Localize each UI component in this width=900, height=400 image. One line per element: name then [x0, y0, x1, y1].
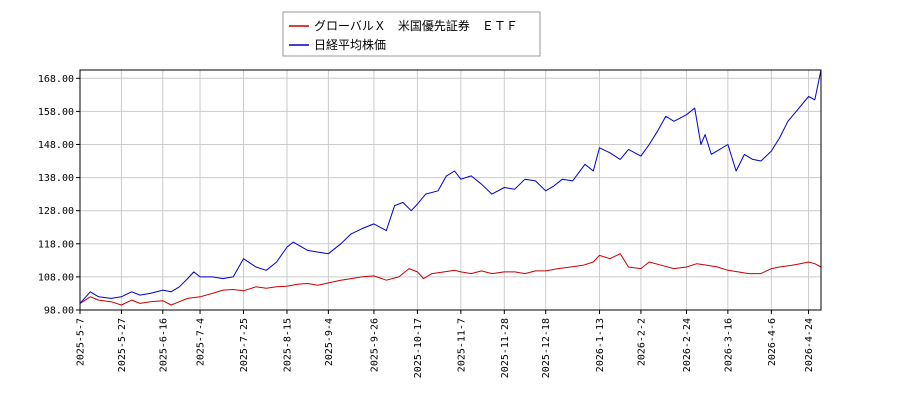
- x-tick-label: 2025-11-28: [500, 318, 511, 378]
- x-tick-label: 2025-8-15: [282, 318, 293, 372]
- x-tick-label: 2026-3-16: [723, 318, 734, 372]
- x-tick-label: 2025-5-27: [117, 318, 128, 372]
- x-tick-label: 2025-9-4: [324, 318, 335, 366]
- x-tick-label: 2025-7-25: [239, 318, 250, 372]
- grid: [79, 70, 821, 311]
- series-line-0: [79, 253, 822, 306]
- y-tick-label: 108.00: [38, 272, 74, 283]
- legend-label-etf: グローバルＸ 米国優先証券 ＥＴＦ: [314, 18, 518, 33]
- x-tick-label: 2025-9-26: [369, 318, 380, 372]
- x-tick-label: 2026-2-24: [682, 318, 693, 372]
- x-axis: 2025-5-7 2025-5-27 2025-6-16 2025-7-4 2025-7…: [76, 310, 815, 378]
- x-tick-label: 2025-10-17: [413, 318, 424, 378]
- x-tick-label: 2026-2-2: [636, 318, 647, 366]
- series-lines: [79, 69, 822, 306]
- x-tick-label: 2025-5-7: [76, 318, 87, 366]
- legend-label-nikkei: 日経平均株価: [314, 37, 386, 52]
- y-tick-label: 168.00: [38, 74, 74, 85]
- y-tick-label: 118.00: [38, 239, 74, 250]
- x-tick-label: 2025-7-4: [196, 318, 207, 366]
- series-line-1: [79, 69, 822, 304]
- legend-box: [282, 11, 541, 57]
- x-tick-label: 2026-1-13: [595, 318, 606, 372]
- y-tick-label: 158.00: [38, 107, 74, 118]
- y-tick-label: 138.00: [38, 173, 74, 184]
- x-tick-label: 2025-11-7: [456, 318, 467, 372]
- y-tick-label: 128.00: [38, 206, 74, 217]
- legend: グローバルＸ 米国優先証券 ＥＴＦ 日経平均株価: [282, 11, 541, 57]
- x-tick-label: 2025-12-18: [541, 318, 552, 378]
- x-tick-label: 2026-4-6: [767, 318, 778, 366]
- y-tick-label: 148.00: [38, 140, 74, 151]
- x-tick-label: 2025-6-16: [158, 318, 169, 372]
- y-axis: 98.00 108.00 118.00 128.00 138.00 148.00 158.0…: [38, 74, 80, 317]
- plot-frame: [79, 69, 822, 311]
- y-tick-label: 98.00: [44, 306, 74, 317]
- x-tick-label: 2026-4-24: [804, 318, 815, 372]
